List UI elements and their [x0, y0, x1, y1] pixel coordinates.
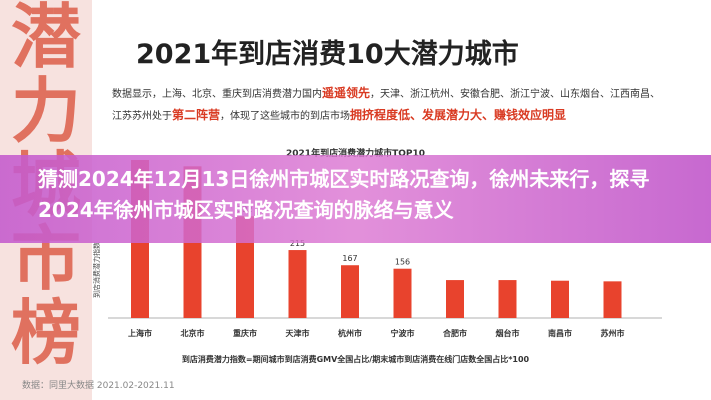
bar — [551, 280, 569, 318]
description-line-2: 江苏苏州处于第二阵营，体现了这些城市的到店市场拥挤程度低、发展潜力大、赚钱效应明… — [112, 106, 566, 123]
headline-text: 猜测2024年12月13日徐州市城区实时路况查询，徐州未来行，探寻2024年徐州… — [38, 167, 650, 222]
bar — [498, 280, 517, 318]
category-label: 北京市 — [181, 328, 205, 338]
headline-overlay — [0, 155, 711, 243]
description-text: 数据显示，上海、北京、重庆到店消费潜力国内 — [112, 89, 322, 100]
side-banner-char: 潜 — [11, 0, 81, 78]
category-label: 南昌市 — [548, 328, 572, 338]
chart-title: 2021年到店消费潜力城市TOP10 — [286, 149, 425, 159]
category-label: 苏州市 — [601, 328, 625, 338]
description-highlight: 第二阵营 — [172, 108, 221, 122]
page-title: 2021年到店消费10大潜力城市 — [136, 39, 519, 70]
bar — [603, 281, 622, 318]
category-label: 上海市 — [128, 328, 152, 338]
category-label: 杭州市 — [338, 328, 362, 338]
side-banner-char: 力 — [11, 70, 81, 152]
source-note: 数据：同里大数据 2021.02-2021.11 — [22, 381, 175, 391]
y-axis-label: 到店消费潜力指数 — [92, 242, 101, 298]
bar-value-label: 215 — [290, 239, 305, 248]
description-line-1: 数据显示，上海、北京、重庆到店消费潜力国内遥遥领先，天津、浙江杭州、安徽合肥、浙… — [112, 84, 660, 101]
description-highlight: 遥遥领先 — [322, 86, 371, 100]
bar-value-label: 167 — [342, 254, 357, 263]
category-label: 重庆市 — [233, 328, 257, 338]
chart-footnote: 到店消费潜力指数=期间城市到店消费GMV全国占比/期末城市到店消费在线门店数全国… — [181, 355, 530, 364]
description-highlight: 拥挤程度低、发展潜力大、赚钱效应明显 — [350, 108, 567, 122]
bar — [288, 250, 307, 318]
description-text: ，天津、浙江杭州、安徽合肥、浙江宁波、山东烟台、江西南昌、 — [370, 89, 661, 100]
bar — [393, 268, 412, 318]
category-label: 天津市 — [286, 328, 310, 338]
bar — [341, 265, 359, 318]
description-text: 江苏苏州处于 — [112, 111, 172, 122]
category-label: 合肥市 — [442, 328, 467, 338]
bar — [446, 280, 464, 318]
category-label: 烟台市 — [496, 328, 520, 338]
description-text: ，体现了这些城市的到店市场 — [220, 111, 351, 122]
bar-value-label: 156 — [395, 258, 410, 267]
category-label: 宁波市 — [391, 328, 415, 338]
side-banner-char: 榜 — [11, 292, 81, 374]
